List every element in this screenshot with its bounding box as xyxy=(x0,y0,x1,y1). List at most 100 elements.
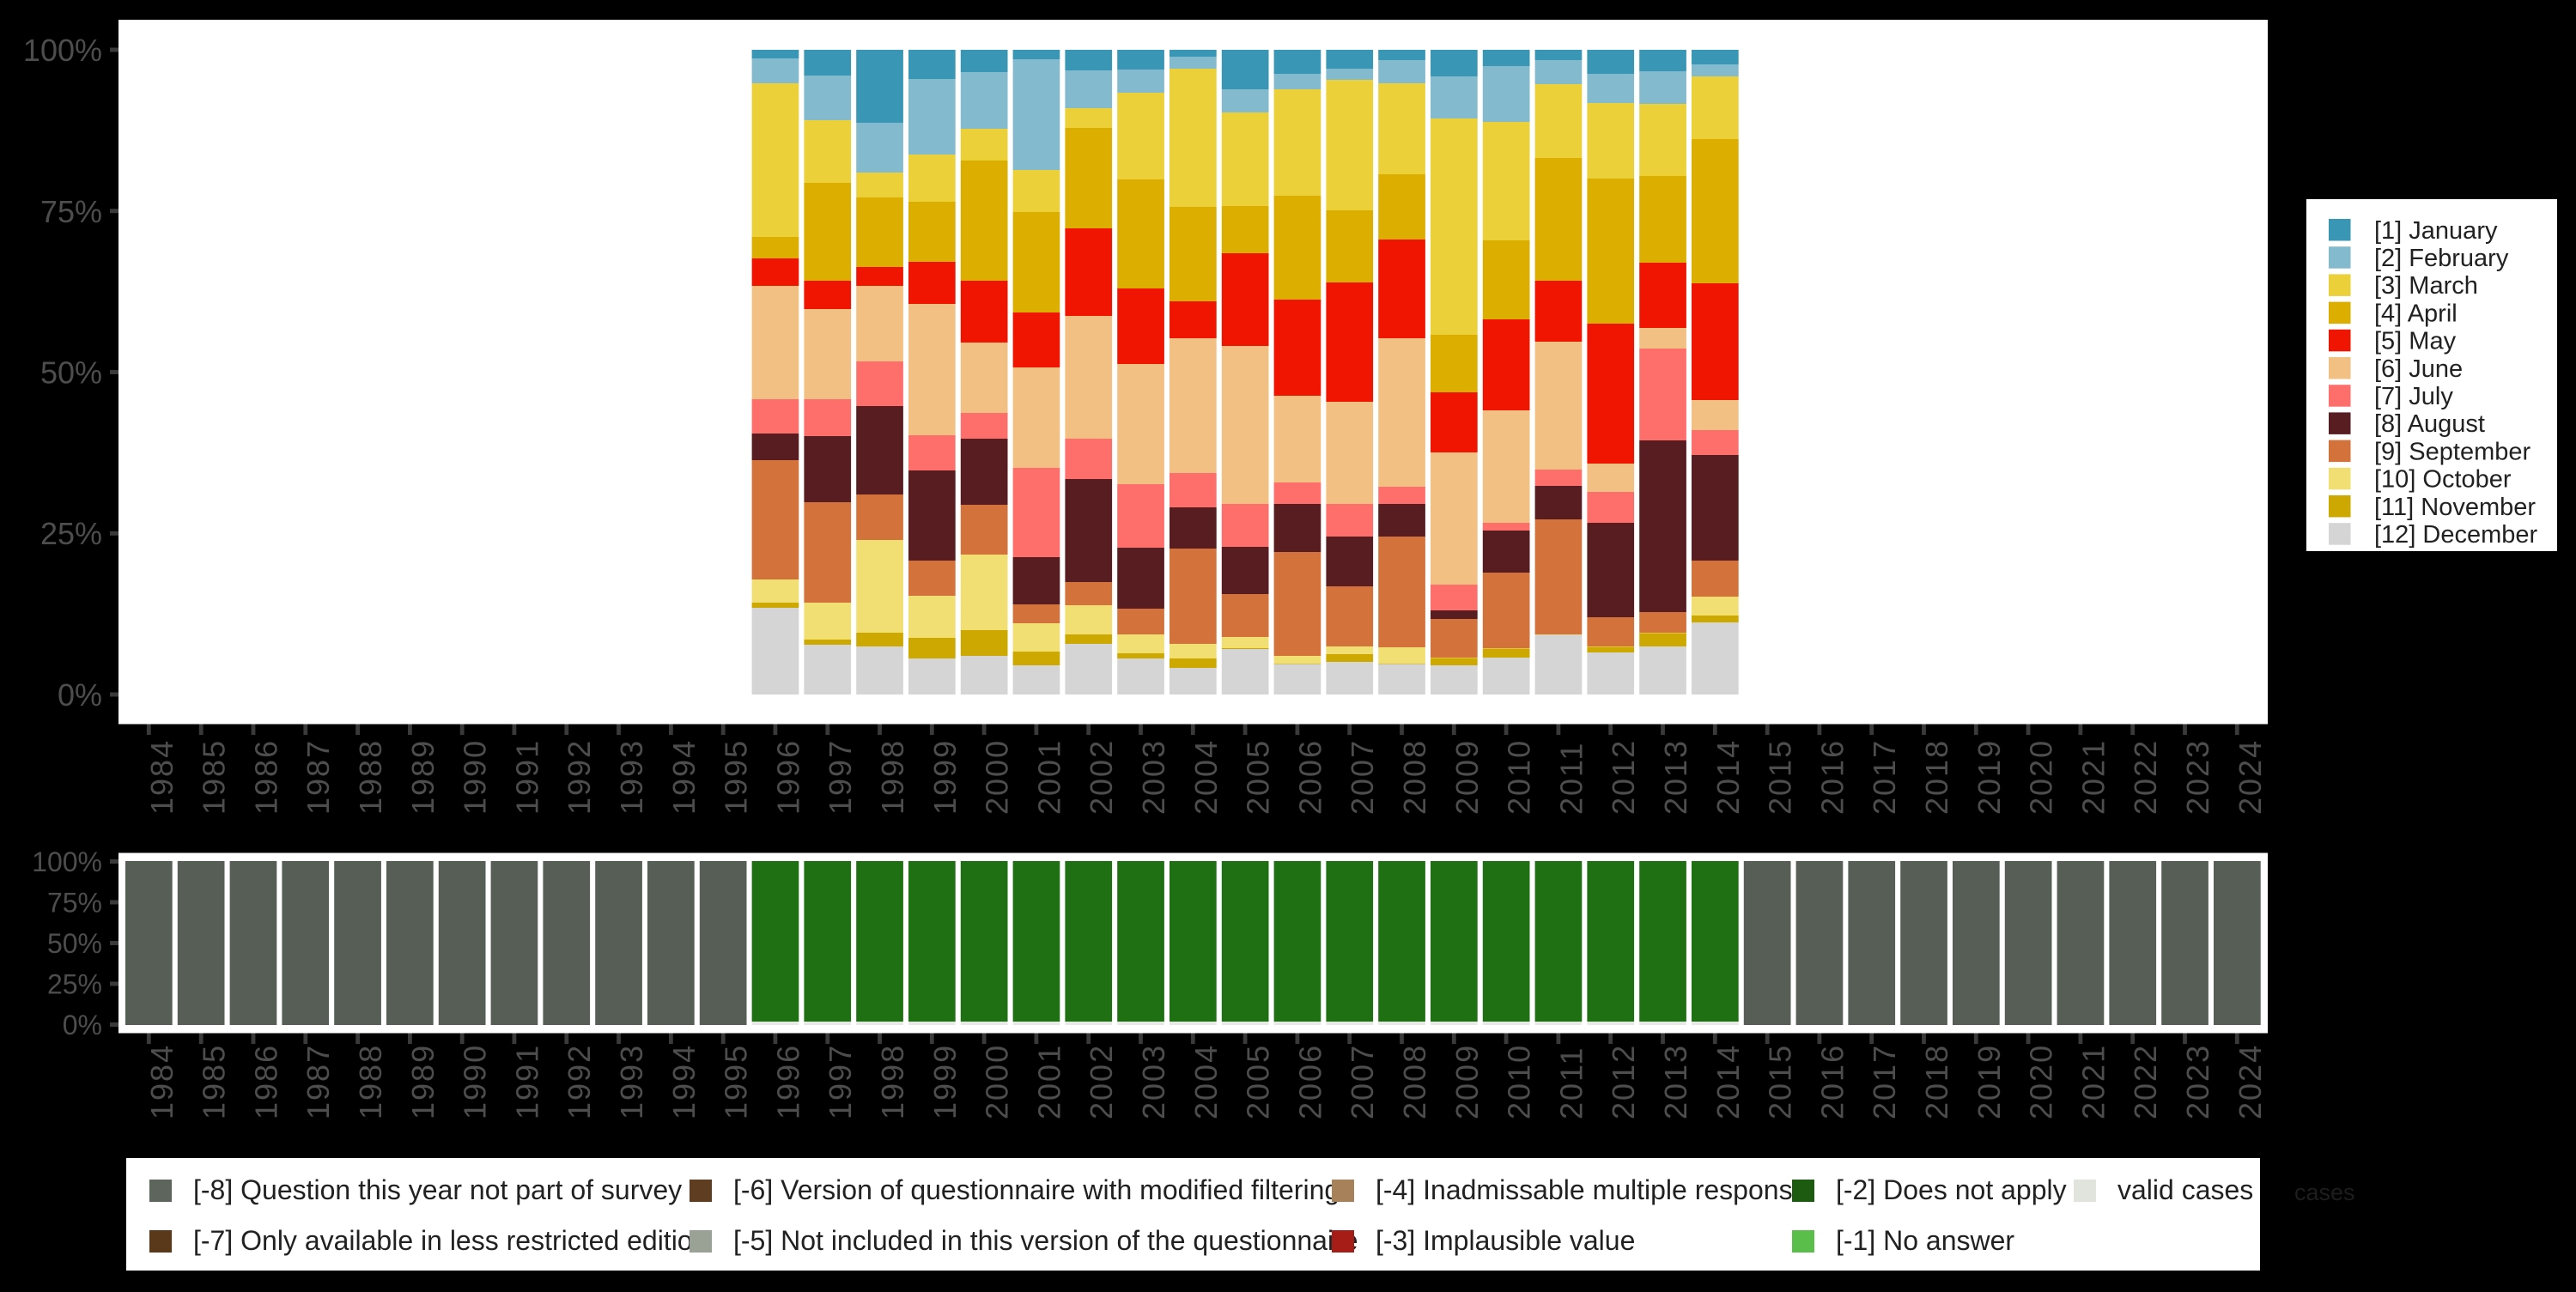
svg-text:2008: 2008 xyxy=(1397,1044,1432,1119)
svg-text:[-7] Only available in less re: [-7] Only available in less restricted e… xyxy=(193,1225,708,1256)
svg-text:25%: 25% xyxy=(47,969,102,1000)
svg-text:1999: 1999 xyxy=(927,1044,963,1119)
svg-text:1994: 1994 xyxy=(666,1044,702,1119)
svg-text:1991: 1991 xyxy=(509,739,544,815)
svg-text:2011: 2011 xyxy=(1553,1046,1589,1119)
svg-text:2015: 2015 xyxy=(1763,739,1798,815)
svg-text:2024: 2024 xyxy=(2233,1044,2268,1119)
svg-text:2000: 2000 xyxy=(980,1044,1015,1119)
svg-text:2019: 2019 xyxy=(1971,739,2007,815)
svg-text:2013: 2013 xyxy=(1658,739,1693,815)
svg-text:1997: 1997 xyxy=(823,739,858,815)
svg-text:1998: 1998 xyxy=(875,739,910,815)
svg-text:75%: 75% xyxy=(47,888,102,919)
svg-text:2010: 2010 xyxy=(1502,739,1537,815)
svg-text:2022: 2022 xyxy=(2128,739,2163,815)
svg-text:2006: 2006 xyxy=(1292,739,1327,815)
svg-text:1992: 1992 xyxy=(562,739,597,815)
svg-text:1995: 1995 xyxy=(719,739,754,815)
svg-text:[11] November: [11] November xyxy=(2374,494,2536,521)
svg-text:2012: 2012 xyxy=(1606,1044,1641,1119)
svg-text:2013: 2013 xyxy=(1658,1044,1693,1119)
svg-text:1995: 1995 xyxy=(719,1044,754,1119)
svg-text:2017: 2017 xyxy=(1867,739,1902,815)
svg-text:0%: 0% xyxy=(58,677,102,713)
svg-text:1989: 1989 xyxy=(405,1044,440,1119)
svg-text:1990: 1990 xyxy=(458,1044,493,1119)
svg-text:[3] March: [3] March xyxy=(2374,272,2478,300)
svg-text:100%: 100% xyxy=(32,846,102,877)
svg-text:2002: 2002 xyxy=(1084,739,1119,815)
svg-text:1988: 1988 xyxy=(353,739,388,815)
svg-text:2021: 2021 xyxy=(2075,739,2111,815)
svg-text:cases: cases xyxy=(2294,1180,2355,1205)
svg-text:1984: 1984 xyxy=(144,1044,179,1119)
svg-text:2023: 2023 xyxy=(2180,739,2215,815)
svg-text:[9] September: [9] September xyxy=(2374,438,2530,465)
svg-text:2000: 2000 xyxy=(980,739,1015,815)
svg-text:2009: 2009 xyxy=(1449,1044,1485,1119)
svg-text:[-6] Version of questionnaire: [-6] Version of questionnaire with modif… xyxy=(733,1174,1340,1205)
svg-text:1999: 1999 xyxy=(927,739,963,815)
svg-text:[-5] Not included in this vers: [-5] Not included in this version of the… xyxy=(733,1225,1358,1256)
svg-text:1986: 1986 xyxy=(249,1044,284,1119)
svg-text:2009: 2009 xyxy=(1449,739,1485,815)
svg-text:2018: 2018 xyxy=(1919,1044,1954,1119)
svg-text:1984: 1984 xyxy=(144,739,179,815)
svg-text:2001: 2001 xyxy=(1031,739,1066,815)
svg-text:1987: 1987 xyxy=(301,739,336,815)
svg-text:1988: 1988 xyxy=(353,1044,388,1119)
svg-text:2021: 2021 xyxy=(2075,1044,2111,1119)
svg-text:2011: 2011 xyxy=(1553,742,1589,815)
svg-text:25%: 25% xyxy=(40,516,102,551)
svg-text:1997: 1997 xyxy=(823,1044,858,1119)
svg-text:[5] May: [5] May xyxy=(2374,328,2457,355)
svg-text:[-2] Does not apply: [-2] Does not apply xyxy=(1836,1174,2067,1205)
svg-text:1986: 1986 xyxy=(249,739,284,815)
svg-text:2008: 2008 xyxy=(1397,739,1432,815)
svg-text:[4] April: [4] April xyxy=(2374,300,2458,327)
svg-text:2003: 2003 xyxy=(1136,739,1171,815)
svg-text:2019: 2019 xyxy=(1971,1044,2007,1119)
svg-text:[-8] Question this year not pa: [-8] Question this year not part of surv… xyxy=(193,1174,682,1205)
svg-text:[-4] Inadmissable multiple res: [-4] Inadmissable multiple response xyxy=(1376,1174,1807,1205)
svg-text:1992: 1992 xyxy=(562,1044,597,1119)
svg-text:1991: 1991 xyxy=(509,1044,544,1119)
svg-text:2020: 2020 xyxy=(2024,1044,2059,1119)
svg-text:2006: 2006 xyxy=(1292,1044,1327,1119)
svg-text:[10] October: [10] October xyxy=(2374,466,2512,494)
svg-text:75%: 75% xyxy=(40,194,102,229)
svg-text:1990: 1990 xyxy=(458,739,493,815)
svg-text:[-3] Implausible value: [-3] Implausible value xyxy=(1376,1225,1635,1256)
svg-text:2004: 2004 xyxy=(1188,739,1224,815)
svg-text:1993: 1993 xyxy=(614,1044,649,1119)
svg-text:1993: 1993 xyxy=(614,739,649,815)
svg-text:2014: 2014 xyxy=(1710,739,1746,815)
svg-text:50%: 50% xyxy=(40,355,102,391)
svg-text:0%: 0% xyxy=(63,1010,102,1040)
svg-text:2022: 2022 xyxy=(2128,1044,2163,1119)
svg-text:1996: 1996 xyxy=(770,739,805,815)
svg-text:2015: 2015 xyxy=(1763,1044,1798,1119)
svg-text:2016: 2016 xyxy=(1814,1044,1850,1119)
svg-text:1985: 1985 xyxy=(197,1044,232,1119)
svg-text:2004: 2004 xyxy=(1188,1044,1224,1119)
svg-text:[-1] No answer: [-1] No answer xyxy=(1836,1225,2014,1256)
svg-text:2010: 2010 xyxy=(1502,1044,1537,1119)
svg-text:2018: 2018 xyxy=(1919,739,1954,815)
svg-text:2007: 2007 xyxy=(1345,1044,1380,1119)
svg-text:[1] January: [1] January xyxy=(2374,217,2498,245)
svg-text:2005: 2005 xyxy=(1241,739,1276,815)
svg-text:2020: 2020 xyxy=(2024,739,2059,815)
svg-text:2023: 2023 xyxy=(2180,1044,2215,1119)
svg-text:1994: 1994 xyxy=(666,739,702,815)
svg-text:1987: 1987 xyxy=(301,1044,336,1119)
svg-text:[8] August: [8] August xyxy=(2374,410,2485,438)
svg-text:2002: 2002 xyxy=(1084,1044,1119,1119)
svg-text:2017: 2017 xyxy=(1867,1044,1902,1119)
svg-text:2001: 2001 xyxy=(1031,1044,1066,1119)
svg-text:2005: 2005 xyxy=(1241,1044,1276,1119)
svg-text:1996: 1996 xyxy=(770,1044,805,1119)
svg-text:2014: 2014 xyxy=(1710,1044,1746,1119)
svg-text:1989: 1989 xyxy=(405,739,440,815)
